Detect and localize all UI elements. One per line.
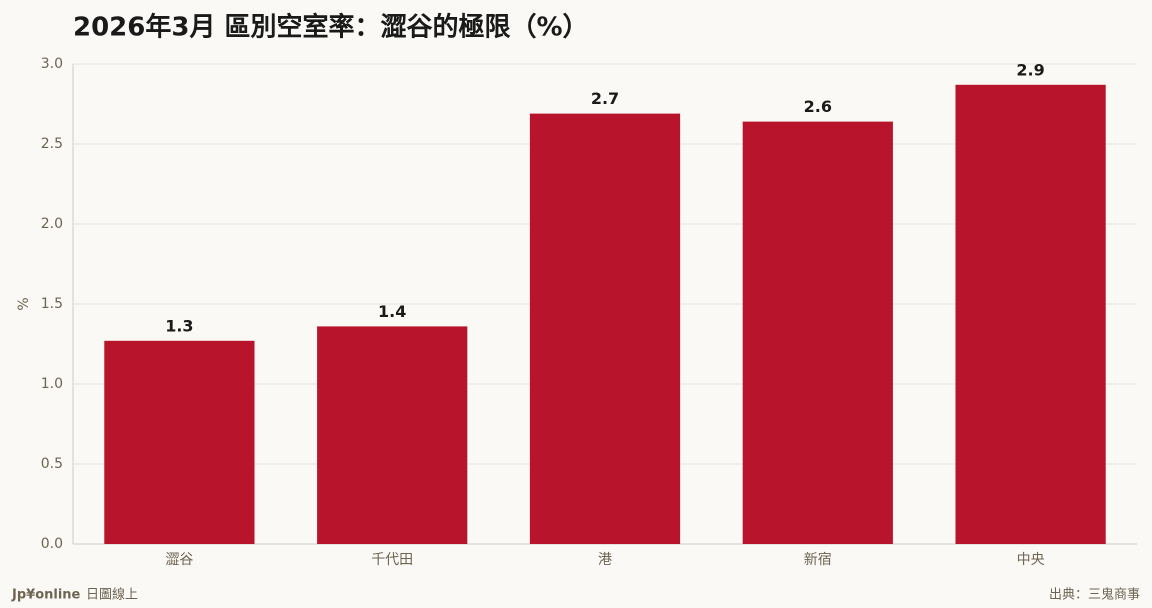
footer-brand: Jp¥online bbox=[11, 588, 81, 603]
x-tick-label: 中央 bbox=[1017, 552, 1045, 568]
bar bbox=[317, 326, 468, 544]
y-tick-label: 2.5 bbox=[41, 136, 63, 152]
x-tick-label: 千代田 bbox=[371, 552, 413, 568]
x-tick-label: 港 bbox=[598, 552, 612, 568]
y-tick-label: 0.0 bbox=[41, 536, 63, 552]
x-tick-label: 澀谷 bbox=[165, 552, 193, 568]
x-tick-label: 新宿 bbox=[804, 551, 832, 568]
y-tick-label: 0.5 bbox=[41, 456, 63, 472]
y-tick-label: 3.0 bbox=[41, 56, 63, 72]
y-tick-label: 1.5 bbox=[41, 296, 63, 312]
bar bbox=[104, 340, 255, 544]
bar bbox=[955, 84, 1106, 545]
y-tick-label: 2.0 bbox=[41, 216, 63, 232]
footer-source: 出典：三鬼商事 bbox=[1049, 587, 1140, 603]
value-label: 1.4 bbox=[378, 302, 406, 321]
value-label: 2.6 bbox=[804, 97, 832, 116]
value-label: 2.7 bbox=[591, 89, 619, 108]
value-label: 1.3 bbox=[165, 316, 193, 335]
footer-brand-sub: 日圖線上 bbox=[86, 587, 138, 603]
y-tick-label: 1.0 bbox=[41, 376, 63, 392]
value-label: 2.9 bbox=[1016, 60, 1044, 79]
chart-title: 2026年3月 區別空室率：澀谷的極限（%） bbox=[73, 12, 589, 43]
bar bbox=[529, 113, 681, 544]
y-axis-label: % bbox=[16, 297, 32, 310]
bar bbox=[742, 121, 893, 544]
